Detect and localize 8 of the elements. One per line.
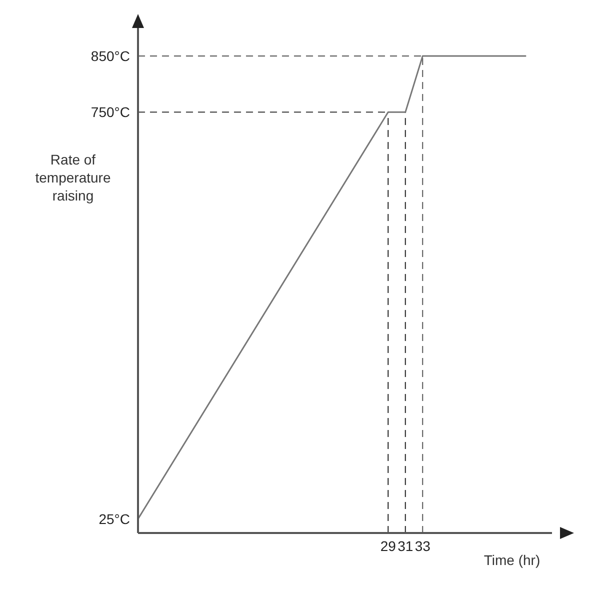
y-tick-label: 25°C xyxy=(98,510,130,527)
y-tick-label: 750°C xyxy=(90,104,130,120)
y-tick-label: 850°C xyxy=(90,48,130,64)
x-tick-label: 33 xyxy=(414,538,431,554)
y-axis-title: Rate of temperature raising xyxy=(35,151,111,204)
x-tick-label: 31 xyxy=(398,538,414,554)
x-tick-label: 29 xyxy=(380,538,396,554)
x-axis-title: Time (hr) xyxy=(484,552,540,568)
